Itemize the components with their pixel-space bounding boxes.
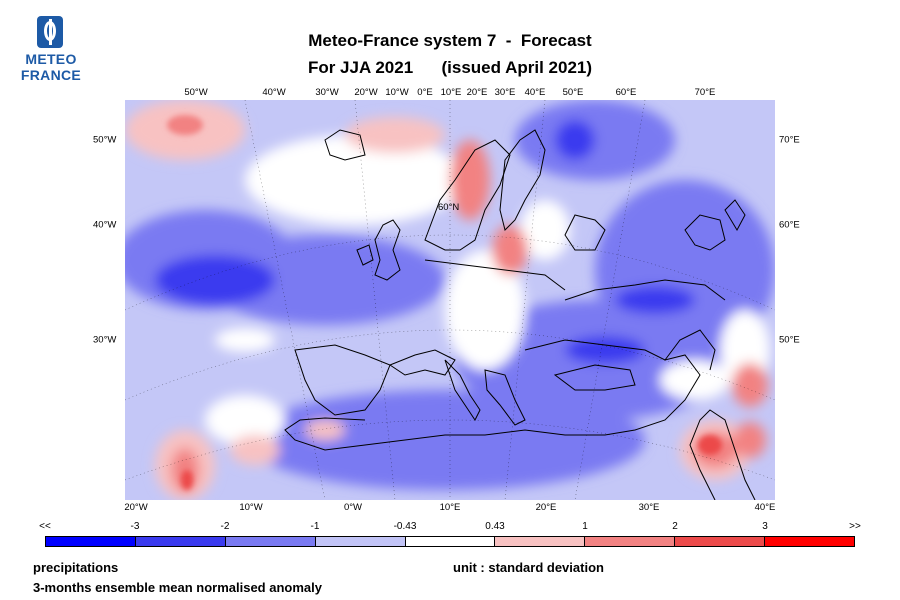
top-tick-label: 10°E xyxy=(440,87,462,98)
legend-label: 0.43 xyxy=(485,521,505,532)
top-tick-label: 20°E xyxy=(466,87,488,98)
top-tick-label: 30°W xyxy=(315,87,339,98)
graticule xyxy=(125,100,775,500)
anomaly-fields xyxy=(125,100,775,500)
meteo-france-emblem-icon xyxy=(37,16,63,48)
top-tick-label: 0°E xyxy=(417,87,433,98)
color-scale-legend xyxy=(45,536,855,547)
top-tick-label: 20°W xyxy=(354,87,378,98)
left-tick-label: 50°W xyxy=(93,134,117,146)
bottom-tick-label: 40°E xyxy=(754,502,776,513)
left-tick-label: 40°W xyxy=(93,219,117,231)
anomaly-map xyxy=(125,100,775,500)
bottom-tick-label: 10°E xyxy=(439,502,461,513)
legend-label: -2 xyxy=(220,521,230,532)
legend-label: -0.43 xyxy=(393,521,417,532)
right-tick-label: 60°E xyxy=(779,219,800,231)
map-title-line1: Meteo-France system 7 - Forecast xyxy=(308,31,592,50)
coastlines xyxy=(284,129,756,500)
top-tick-label: 50°E xyxy=(562,87,584,98)
top-tick-label: 50°W xyxy=(184,87,208,98)
meteo-france-logo: METEO FRANCE xyxy=(16,16,86,86)
left-tick-label: 30°W xyxy=(93,334,117,346)
description-label: 3-months ensemble mean normalised anomal… xyxy=(33,580,322,595)
legend-color-segment xyxy=(765,537,855,546)
top-tick-label: 30°E xyxy=(494,87,516,98)
map-title-line2: For JJA 2021 (issued April 2021) xyxy=(307,58,593,77)
latitude-60n-label: 60°N xyxy=(438,202,460,213)
legend-color-segment xyxy=(495,537,586,546)
top-tick-label: 70°E xyxy=(694,87,716,98)
legend-label: 2 xyxy=(672,521,678,532)
top-tick-label: 60°E xyxy=(615,87,637,98)
legend-color-segment xyxy=(46,537,136,546)
legend-color-segment xyxy=(675,537,766,546)
bottom-tick-label: 20°W xyxy=(124,502,148,513)
legend-color-segment xyxy=(225,537,316,546)
logo-text-line1: METEO xyxy=(25,51,77,67)
right-tick-label: 70°E xyxy=(779,134,800,146)
variable-label: precipitations xyxy=(33,560,119,575)
bottom-tick-label: 10°W xyxy=(239,502,263,513)
right-tick-label: 50°E xyxy=(779,334,800,346)
legend-label: 3 xyxy=(762,521,768,532)
logo-text-line2: FRANCE xyxy=(20,67,82,83)
legend-color-segment xyxy=(315,537,406,546)
anomaly-map-graphic xyxy=(125,100,775,500)
legend-color-segment xyxy=(585,537,676,546)
top-tick-label: 10°W xyxy=(385,87,409,98)
unit-label: unit : standard deviation xyxy=(453,560,604,575)
legend-label: 1 xyxy=(582,521,588,532)
legend-label: >> xyxy=(849,521,861,532)
legend-color-segment xyxy=(405,537,496,546)
legend-label: -1 xyxy=(310,521,320,532)
top-tick-label: 40°E xyxy=(524,87,546,98)
legend-label: << xyxy=(39,521,51,532)
bottom-tick-label: 20°E xyxy=(535,502,557,513)
bottom-tick-label: 0°W xyxy=(343,502,363,513)
top-tick-label: 40°W xyxy=(262,87,286,98)
legend-label: -3 xyxy=(130,521,140,532)
legend-color-segment xyxy=(135,537,226,546)
bottom-tick-label: 30°E xyxy=(638,502,660,513)
